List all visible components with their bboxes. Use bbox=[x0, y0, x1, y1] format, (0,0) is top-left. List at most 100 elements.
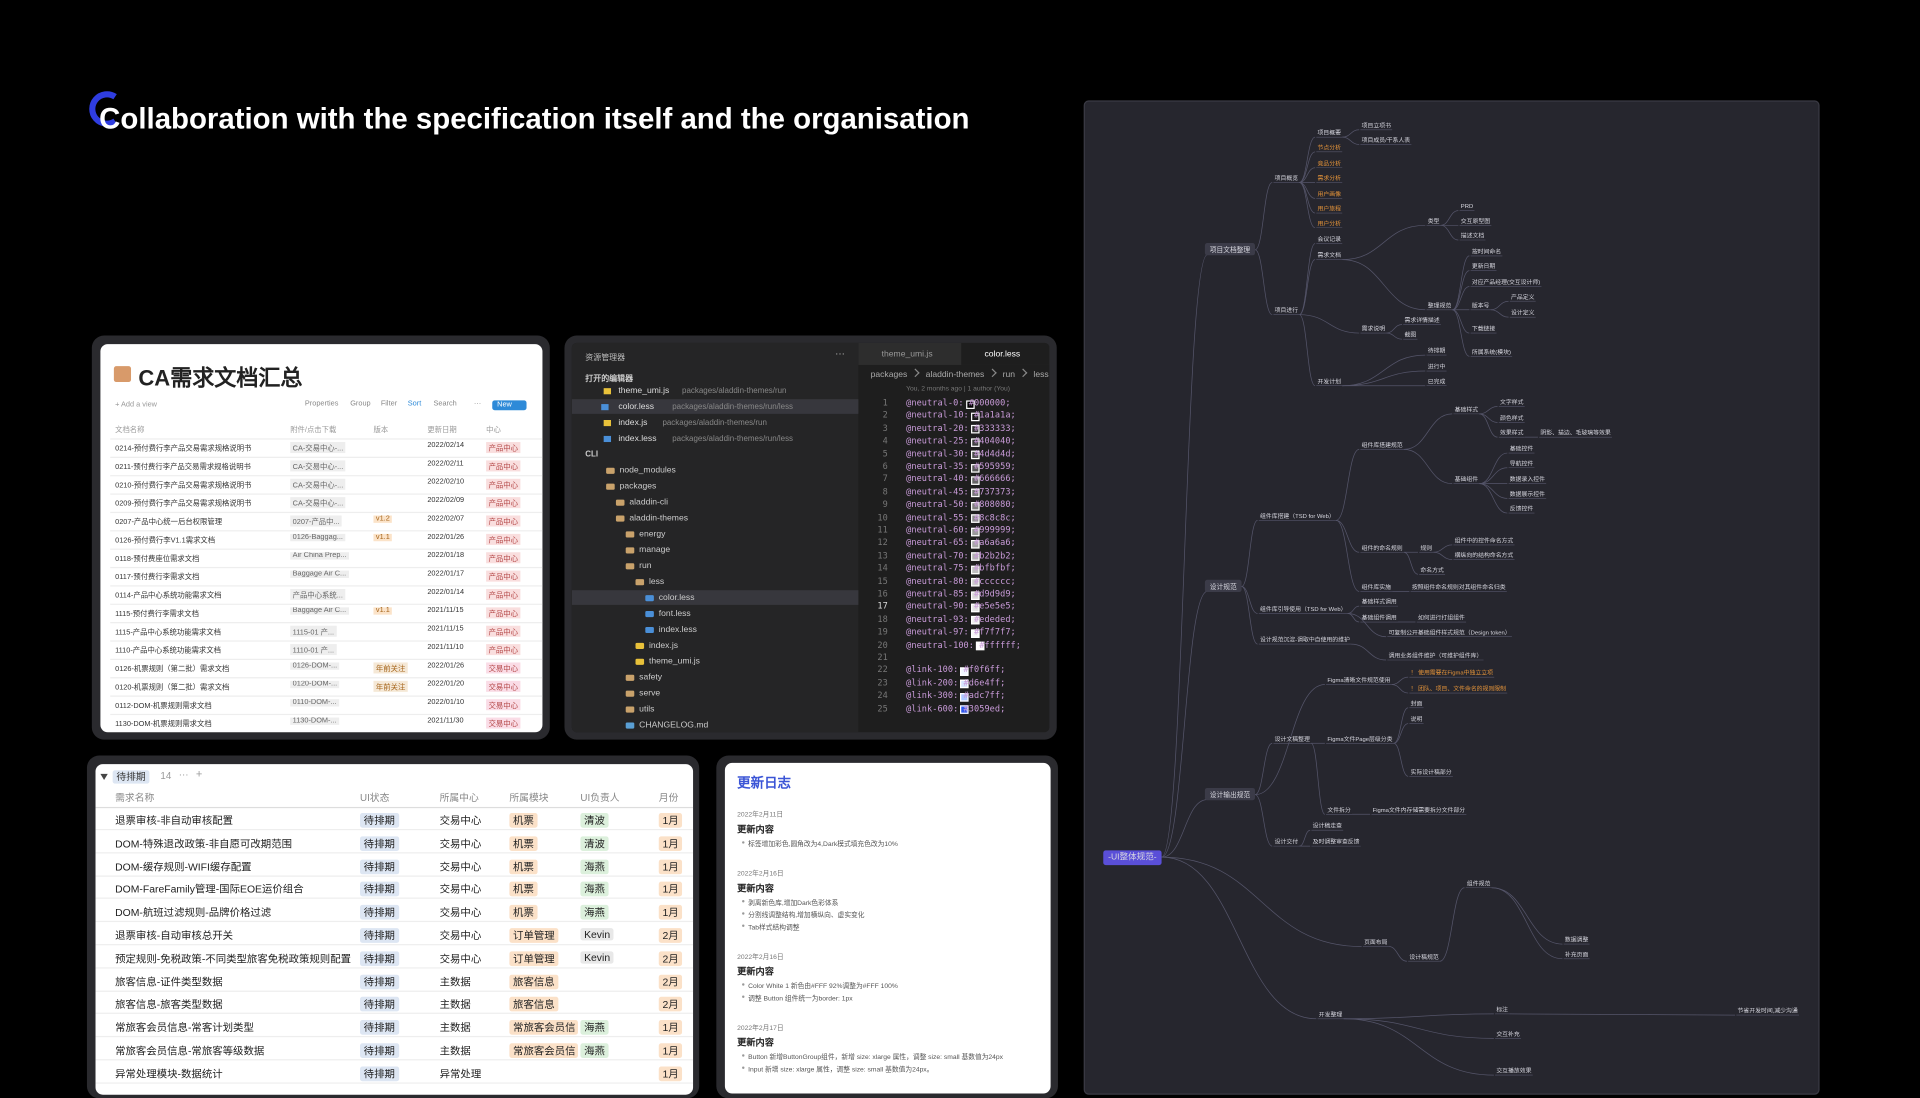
row-divider bbox=[95, 921, 694, 923]
line-number: 2 bbox=[882, 410, 888, 421]
cell: 清波 bbox=[580, 813, 609, 828]
cell: 产品中心 bbox=[486, 515, 521, 527]
color-swatch bbox=[970, 463, 980, 473]
line-number: 5 bbox=[882, 448, 888, 459]
mindmap-node: 项目成员/干系人表 bbox=[1362, 136, 1411, 144]
connector bbox=[1161, 591, 1208, 858]
mindmap-node: 截图 bbox=[1404, 331, 1416, 339]
connector bbox=[1299, 314, 1316, 387]
entry-item: Color White 1 新色由#FFF 92%调整为#FFF 100% bbox=[748, 983, 898, 991]
mindmap-node: 如何进行打组组件 bbox=[1418, 614, 1465, 622]
row-divider bbox=[95, 967, 694, 969]
cell: 2月 bbox=[658, 951, 683, 966]
toolbar-item: Filter bbox=[380, 400, 398, 408]
task-table-panel: 待排期 14 ··· + 需求名称 UI状态 所属中心 所属模块 UI负责人 月份 退票审核-非自动… bbox=[95, 764, 694, 1095]
mindmap-node: 交互原型图 bbox=[1461, 217, 1490, 225]
cell: 待排期 bbox=[360, 1043, 399, 1058]
row-divider bbox=[110, 456, 543, 458]
cell: 2022/02/07 bbox=[427, 515, 465, 523]
blame: You, 2 months ago | 1 author (You) bbox=[906, 385, 1010, 394]
entry-heading: 更新内容 bbox=[737, 882, 774, 894]
cell: 1月 bbox=[658, 813, 683, 828]
bullet bbox=[742, 983, 745, 986]
code-editor: 资源管理器 ··· 打开的编辑器 theme_umi.js packages/aladd… bbox=[571, 342, 1050, 733]
mindmap-node: 颜色样式 bbox=[1500, 414, 1524, 422]
connector bbox=[1299, 243, 1316, 316]
cell: 2022/01/26 bbox=[427, 533, 465, 542]
connector bbox=[1479, 483, 1508, 499]
connector bbox=[1351, 643, 1387, 661]
line-number: 21 bbox=[877, 652, 888, 663]
cell: 产品中心 bbox=[486, 478, 521, 490]
cell: 产品中心 bbox=[486, 588, 521, 600]
cell: 交易中心 bbox=[439, 860, 482, 873]
mindmap-node: 横纵向的结构命名方式 bbox=[1455, 551, 1514, 559]
cell: 常旅客会员信息-常旅客等级数据 bbox=[115, 1044, 265, 1057]
cell: 待排期 bbox=[360, 882, 399, 897]
cell: 海燕 bbox=[580, 1020, 609, 1035]
mindmap-node: 类型 bbox=[1428, 217, 1440, 225]
cell: 0120-DOM-... bbox=[290, 680, 340, 689]
entry-item: Tab样式结构调整 bbox=[748, 924, 800, 932]
connector bbox=[1254, 794, 1273, 847]
line-number: 13 bbox=[877, 550, 888, 561]
code-line: @neutral-25: #404040; bbox=[906, 436, 1016, 446]
code-line: @neutral-55: #8c8c8c; bbox=[906, 512, 1016, 523]
cell: 0210-预付费行李产品交易需求规格说明书 bbox=[115, 482, 252, 490]
cell: 待排期 bbox=[360, 905, 399, 920]
cell: 1月 bbox=[658, 1020, 683, 1035]
line-number: 12 bbox=[877, 538, 888, 548]
cell: 产品中心 bbox=[486, 644, 521, 656]
cell: DOM-特殊退改政策-非自愿可改期范围 bbox=[115, 837, 293, 850]
cell: 1110-01 产... bbox=[290, 644, 337, 656]
tree-item: manage bbox=[639, 546, 671, 555]
color-swatch bbox=[960, 692, 969, 702]
code-line: @neutral-40: #666666; bbox=[906, 474, 1016, 485]
tree-item: run bbox=[639, 562, 652, 571]
mindmap-node: 已完成 bbox=[1428, 377, 1446, 385]
tab: theme_umi.js bbox=[881, 350, 933, 359]
cell: 2022/01/10 bbox=[427, 699, 465, 707]
breadcrumb: packages aladdin-themes run less bbox=[871, 368, 1049, 380]
row-divider bbox=[110, 622, 543, 624]
connector bbox=[1299, 259, 1316, 316]
mindmap-node: 组件库搭建（TSD for Web） bbox=[1260, 512, 1335, 520]
connector bbox=[1439, 887, 1465, 962]
cell: 交易中心 bbox=[439, 906, 482, 919]
file-icon bbox=[601, 404, 609, 411]
cell: 海燕 bbox=[580, 1043, 609, 1058]
code-line: @neutral-20: #333333; bbox=[906, 423, 1016, 434]
mindmap-node: 基础控件 bbox=[1510, 445, 1534, 453]
separator bbox=[910, 368, 920, 378]
color-swatch bbox=[970, 590, 980, 600]
row-divider bbox=[110, 566, 543, 569]
connector bbox=[1161, 254, 1208, 858]
tree-icon bbox=[606, 483, 615, 490]
mindmap-node: 组件库引导使用（TSD for Web） bbox=[1260, 605, 1347, 613]
line-number: 25 bbox=[877, 703, 888, 714]
cell: 2021/11/15 bbox=[427, 625, 464, 634]
code-line: @neutral-60: #999999; bbox=[906, 525, 1016, 536]
cell: 交易中心 bbox=[486, 662, 521, 674]
color-swatch bbox=[970, 527, 980, 536]
open-file-path: packages/aladdin-themes/run/less bbox=[672, 434, 794, 444]
connector bbox=[1403, 551, 1419, 575]
cell: CA-交易中心-... bbox=[290, 478, 346, 490]
cell: 主数据 bbox=[439, 1021, 471, 1034]
row-divider bbox=[110, 475, 543, 477]
connector bbox=[1299, 167, 1316, 183]
mindmap-node: 页面布局 bbox=[1364, 938, 1388, 946]
row-divider bbox=[110, 713, 543, 716]
cell: 清波 bbox=[580, 836, 609, 851]
page-title: Collaboration with the specification its… bbox=[99, 102, 970, 136]
cell: 预定规则-免税政策-不同类型旅客免税政策规则配置 bbox=[115, 952, 352, 965]
connector bbox=[1490, 309, 1509, 318]
cell: 订单管理 bbox=[509, 928, 559, 943]
group-count: 14 bbox=[160, 770, 172, 782]
mindmap-node: 项目概要 bbox=[1318, 129, 1342, 137]
cell: 待排期 bbox=[360, 974, 399, 989]
cell: 0126-预付费行李V1.1需求文档 bbox=[115, 537, 216, 545]
bullet bbox=[742, 995, 745, 998]
mindmap-node: 及时调整审查反馈 bbox=[1313, 838, 1360, 846]
open-file: color.less bbox=[618, 402, 655, 412]
